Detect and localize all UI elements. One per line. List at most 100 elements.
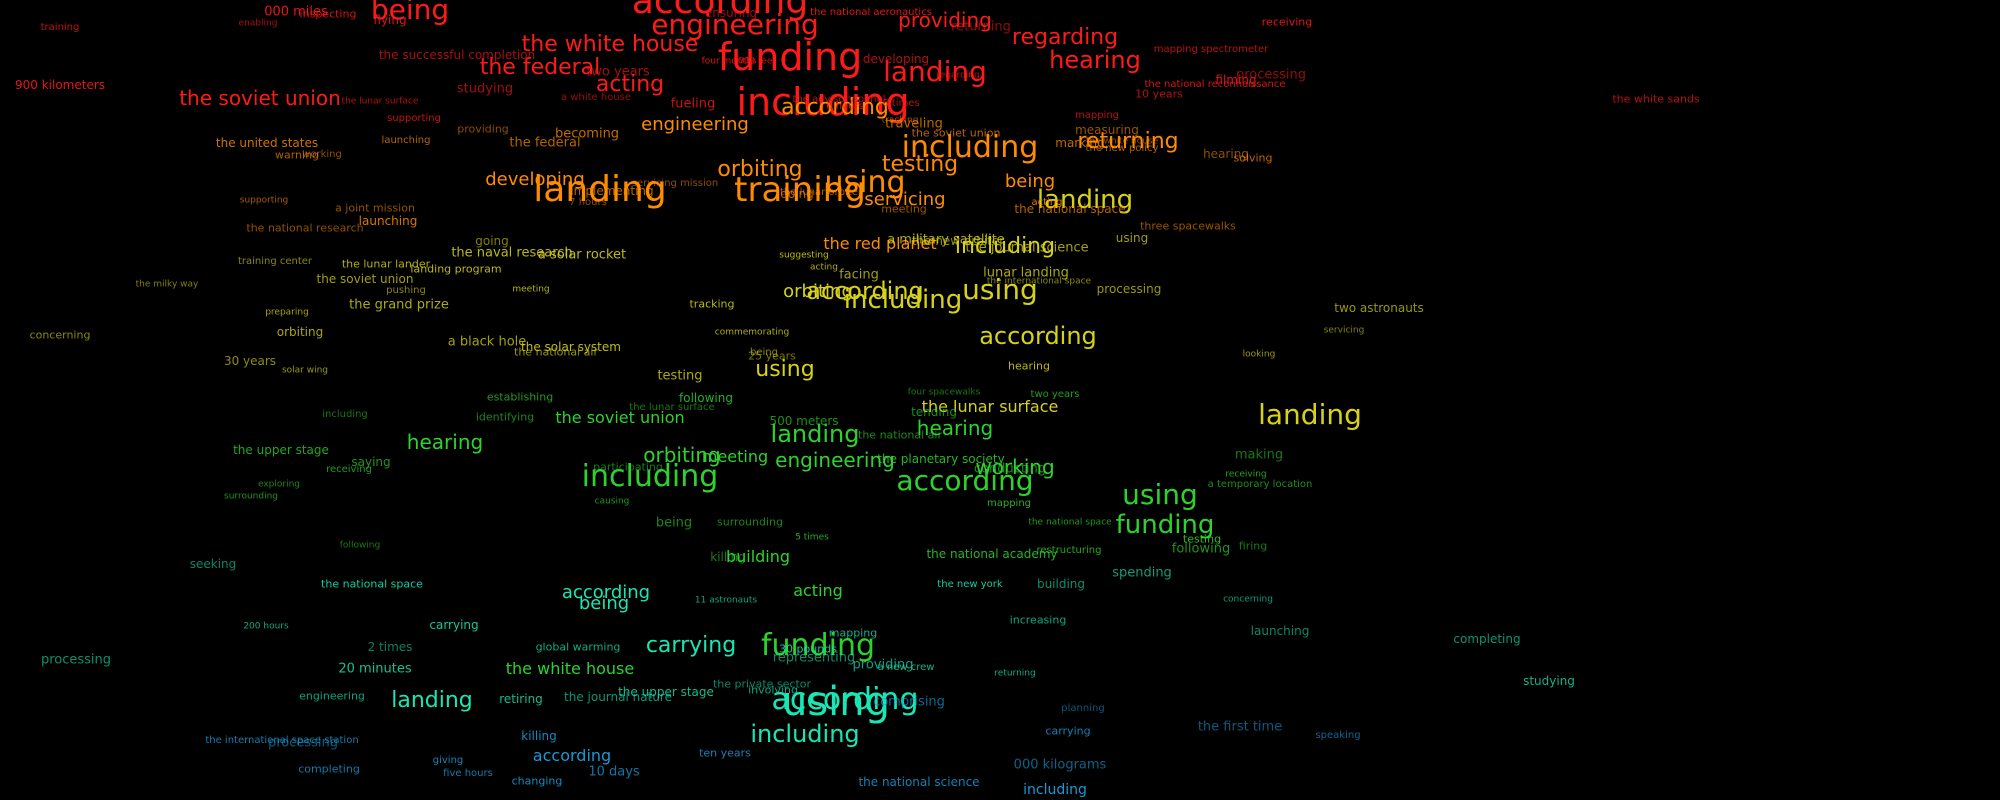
cloud-word: including — [581, 459, 719, 494]
cloud-word-small: acting — [1031, 197, 1063, 208]
cloud-word-small: a new crew — [877, 662, 935, 673]
cloud-word-small: facing — [839, 267, 879, 283]
cloud-word-small: the lunar surface — [341, 96, 419, 107]
cloud-word-small: providing — [852, 657, 914, 673]
cloud-word-small: meeting — [512, 284, 550, 295]
cloud-word-small: the planetary society — [877, 452, 1005, 466]
cloud-word: engineering — [775, 448, 895, 472]
cloud-word-small: saying — [351, 455, 391, 469]
cloud-word-small: four spacewalks — [907, 387, 981, 398]
cloud-word-small: speaking — [1315, 730, 1361, 741]
cloud-word-small: commemorating — [714, 327, 790, 338]
cloud-word-small: including — [322, 409, 368, 420]
cloud-word-small: mapping — [1074, 110, 1120, 121]
cloud-word-small: giving — [432, 755, 464, 766]
cloud-word: including — [843, 285, 963, 315]
cloud-word: providing — [898, 8, 992, 32]
cloud-word: working — [975, 455, 1055, 479]
cloud-word-small: mapping spectrometer — [1153, 44, 1269, 55]
cloud-word-small: working — [302, 149, 342, 160]
cloud-word-small: 900 kilometers — [14, 78, 106, 92]
cloud-word: including — [750, 720, 860, 748]
cloud-word-small: 7 hours — [569, 197, 607, 208]
cloud-word-small: the soviet union — [316, 272, 414, 286]
cloud-word: developing — [485, 169, 585, 190]
cloud-word: using — [781, 679, 891, 725]
cloud-word-small: restructuring — [1036, 545, 1102, 556]
cloud-word-small: the united states — [215, 136, 319, 150]
cloud-word-small: the national space — [1014, 202, 1126, 216]
cloud-word-small: concerning — [1223, 594, 1273, 605]
cloud-word-small: two years — [586, 64, 650, 80]
cloud-word-small: training — [40, 22, 80, 33]
cloud-word-small: mapping — [986, 498, 1032, 509]
cloud-word-small: becoming — [554, 126, 620, 142]
cloud-word-small: suggesting — [779, 250, 829, 261]
cloud-word-small: the lunar surface — [629, 402, 715, 413]
cloud-word-small: identifying — [475, 410, 535, 424]
cloud-word: engineering — [651, 8, 819, 41]
cloud-word-small: the national research — [246, 221, 364, 235]
cloud-word-small: hearing — [1203, 147, 1249, 161]
cloud-word: training — [734, 170, 866, 210]
cloud-word: according — [771, 682, 919, 717]
cloud-word-small: surrounding — [717, 515, 783, 529]
cloud-word: the soviet union — [179, 86, 341, 110]
cloud-word: building — [725, 547, 791, 566]
cloud-word-small: the international space — [986, 276, 1092, 287]
cloud-word-small: a joint mission — [335, 201, 415, 215]
cloud-word-small: building — [1036, 577, 1086, 591]
cloud-word-small: the naval research — [451, 245, 573, 261]
cloud-word-small: processing — [1096, 282, 1162, 296]
cloud-word-small: surrounding — [224, 491, 278, 502]
cloud-word: returning — [1077, 129, 1179, 154]
cloud-word: engineering — [641, 114, 749, 135]
cloud-word-small: engineering — [299, 689, 365, 703]
cloud-word-small: warning — [274, 148, 320, 162]
cloud-word-small: 11 astronauts — [694, 595, 758, 606]
cloud-word: using — [962, 273, 1038, 306]
cloud-word-small: 000 feet — [738, 56, 776, 67]
cloud-word-small: servicing — [1323, 325, 1365, 336]
cloud-word-small: 8 times — [882, 98, 920, 109]
cloud-word-small: developing — [862, 52, 930, 66]
cloud-word-small: carrying — [429, 618, 479, 632]
cloud-word-small: implementing — [570, 184, 654, 198]
cloud-word: the lunar surface — [921, 397, 1059, 416]
cloud-word-small: hearing — [1007, 359, 1051, 373]
cloud-word-small: the grand prize — [349, 297, 449, 313]
cloud-word-small: supporting — [239, 195, 289, 206]
cloud-word-small: launching — [358, 214, 418, 228]
cloud-word-small: the national space — [321, 577, 423, 591]
cloud-word: the federal — [479, 55, 601, 80]
cloud-word: being — [578, 593, 630, 614]
cloud-word-small: completing — [298, 762, 360, 776]
cloud-word-small: the soviet union — [911, 126, 1001, 140]
cloud-word: including — [1023, 782, 1087, 798]
cloud-word-small: using — [1115, 231, 1149, 245]
cloud-word-small: tending — [911, 405, 957, 419]
cloud-word-small: studying — [456, 81, 514, 97]
cloud-word-small: filming — [1215, 73, 1257, 87]
cloud-word-small: launching — [1250, 624, 1310, 638]
cloud-word-small: the national air — [514, 345, 598, 359]
cloud-word-small: 200 hours — [243, 621, 289, 632]
cloud-word-small: a temporary location — [1207, 479, 1313, 490]
cloud-word-small: spending — [1112, 565, 1172, 581]
cloud-word-small: studying — [1523, 674, 1575, 688]
cloud-word: including — [901, 130, 1039, 165]
cloud-word-small: ensuring — [704, 6, 758, 20]
cloud-word-small: the advisory panel — [792, 94, 886, 105]
cloud-word: funding — [1115, 510, 1215, 540]
cloud-word: orbiting — [643, 443, 721, 467]
cloud-word-small: concerning — [29, 328, 91, 342]
cloud-word-small: following — [679, 391, 733, 405]
cloud-word-small: the successful completion — [378, 48, 536, 62]
cloud-word-small: the solar system — [521, 340, 621, 354]
cloud-word-small: solving — [1233, 151, 1273, 165]
cloud-word: according — [561, 582, 651, 603]
cloud-word: carrying — [645, 633, 737, 658]
cloud-word: regarding — [1011, 25, 1119, 50]
cloud-word-small: 6 hours — [826, 101, 864, 112]
